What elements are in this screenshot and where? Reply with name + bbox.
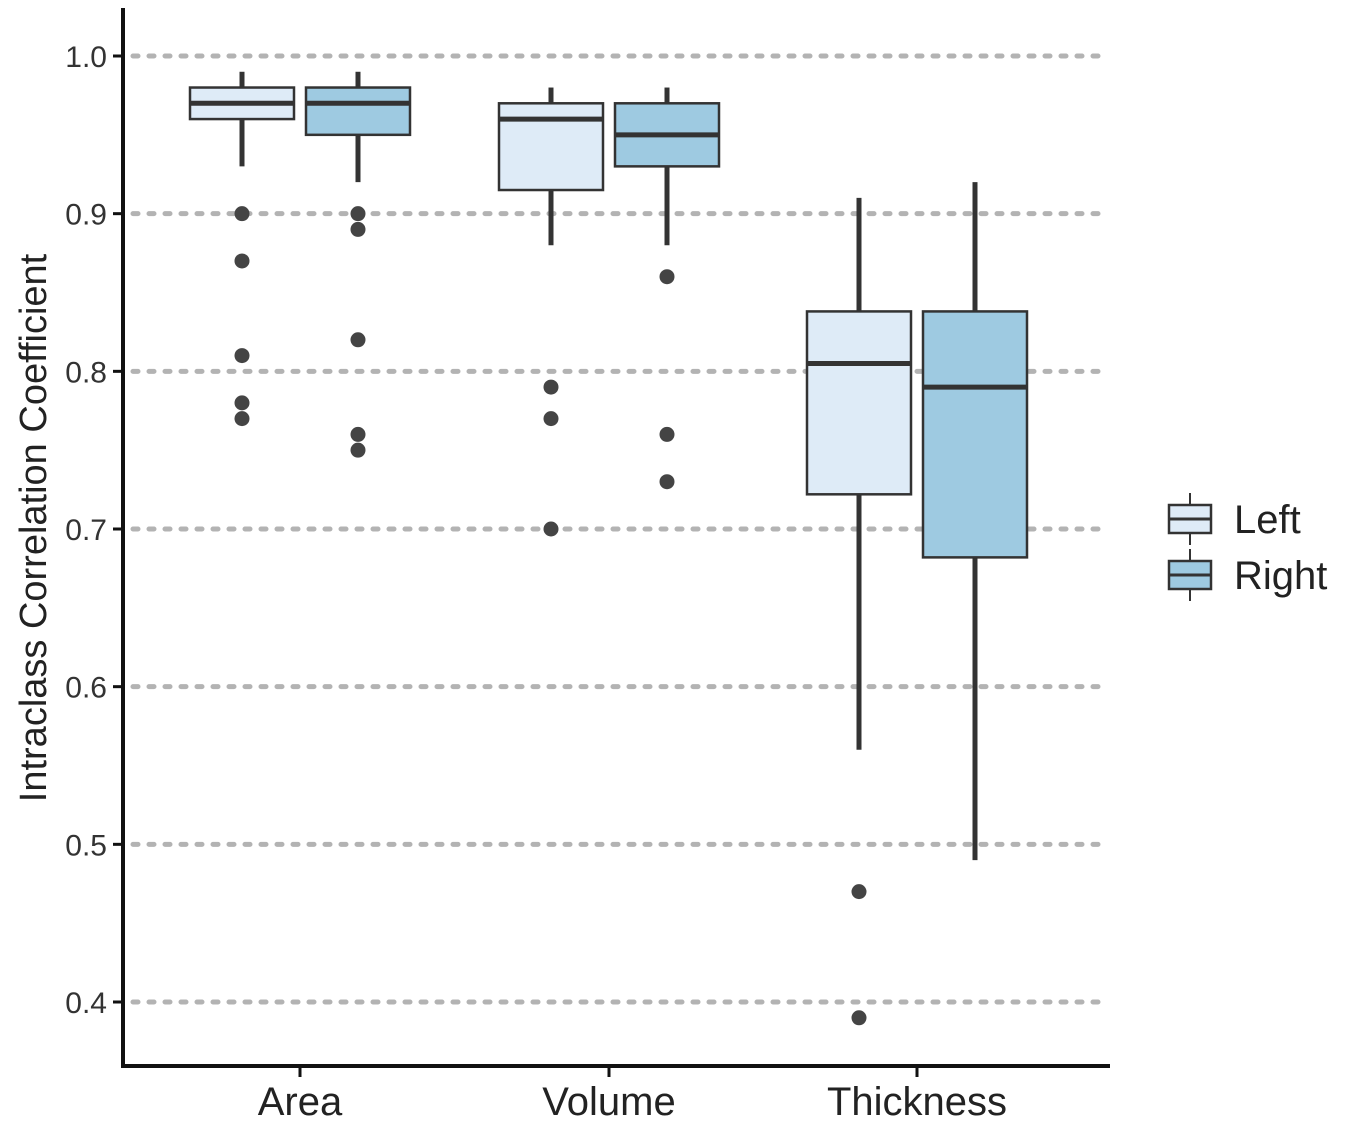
outlier-point bbox=[350, 426, 366, 442]
boxes bbox=[188, 71, 1029, 1026]
box-iqr bbox=[921, 310, 1029, 559]
box-left-area bbox=[188, 71, 296, 427]
outlier-point bbox=[543, 411, 559, 427]
gridlines bbox=[130, 53, 1111, 1005]
y-ticks: 0.4 0.5 0.6 0.7 0.8 0.9 1.0 bbox=[65, 41, 123, 1020]
outlier-point bbox=[234, 395, 250, 411]
x-ticks: Area Volume Thickness bbox=[258, 1066, 1007, 1124]
box-iqr bbox=[805, 310, 913, 496]
outlier-point bbox=[659, 269, 675, 285]
y-axis-title: Intraclass Correlation Coefficient bbox=[13, 253, 55, 802]
outlier-point bbox=[234, 411, 250, 427]
legend-label: Left bbox=[1234, 498, 1301, 542]
y-tick-label: 0.7 bbox=[65, 514, 107, 547]
y-tick-label: 0.9 bbox=[65, 199, 107, 232]
box-left-volume bbox=[497, 87, 605, 537]
outlier-point bbox=[659, 426, 675, 442]
box-iqr bbox=[497, 102, 605, 192]
outlier-point bbox=[350, 221, 366, 237]
outlier-point bbox=[851, 1010, 867, 1026]
outlier-point bbox=[350, 332, 366, 348]
outlier-point bbox=[234, 206, 250, 222]
legend-label: Right bbox=[1234, 554, 1327, 598]
x-tick-label-volume: Volume bbox=[542, 1080, 675, 1124]
y-tick-label: 0.8 bbox=[65, 356, 107, 389]
legend: Left Right bbox=[1167, 493, 1327, 601]
y-tick-label: 0.4 bbox=[65, 987, 107, 1020]
outlier-point bbox=[659, 474, 675, 490]
outlier-point bbox=[234, 253, 250, 269]
legend-item-right: Right bbox=[1167, 549, 1327, 601]
outlier-point bbox=[350, 442, 366, 458]
box-right-thickness bbox=[921, 182, 1029, 861]
y-tick-label: 0.5 bbox=[65, 829, 107, 862]
y-tick-label: 0.6 bbox=[65, 672, 107, 705]
outlier-point bbox=[350, 206, 366, 222]
x-tick-label-area: Area bbox=[258, 1080, 343, 1124]
x-tick-label-thickness: Thickness bbox=[827, 1080, 1007, 1124]
outlier-point bbox=[851, 884, 867, 900]
outlier-point bbox=[543, 379, 559, 395]
y-tick-label: 1.0 bbox=[65, 41, 107, 74]
box-left-thickness bbox=[805, 197, 913, 1026]
box-iqr bbox=[304, 86, 412, 137]
axes bbox=[121, 8, 1110, 1068]
outlier-point bbox=[543, 521, 559, 537]
outlier-point bbox=[234, 348, 250, 364]
box-right-area bbox=[304, 71, 412, 458]
box-right-volume bbox=[613, 87, 721, 490]
legend-item-left: Left bbox=[1167, 493, 1301, 545]
